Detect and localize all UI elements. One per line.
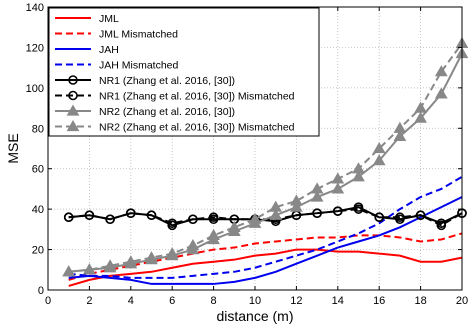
y-tick-label: 20 (32, 245, 44, 257)
data-point (207, 228, 220, 241)
data-point (352, 162, 365, 174)
legend-label: JML Mismatched (99, 29, 178, 41)
y-tick-label: 120 (26, 42, 44, 54)
data-point (414, 101, 427, 113)
series-layer (62, 36, 468, 287)
data-point (434, 65, 448, 77)
data-point (126, 208, 136, 218)
data-point (124, 255, 138, 267)
x-tick-label: 2 (86, 295, 92, 307)
ticks: 0 2 4 6 8 10 12 14 16 18 20 0 20 40 60 80 100 120 140 (26, 2, 468, 307)
data-point (186, 239, 200, 251)
y-tick-label: 140 (26, 2, 44, 14)
x-tick-label: 18 (414, 295, 426, 307)
legend-item: JML (55, 13, 119, 25)
series-1 (68, 248, 463, 287)
x-tick-label: 20 (456, 295, 468, 307)
data-point (312, 208, 322, 218)
x-tick-label: 14 (332, 295, 344, 307)
data-point (188, 214, 198, 225)
legend-item: NR1 (Zhang et al. 2016, [30]) Mismatched (55, 91, 295, 103)
data-point (227, 220, 241, 232)
data-point (62, 265, 76, 277)
data-point (353, 204, 364, 214)
x-tick-label: 4 (128, 295, 134, 307)
legend-item: NR2 (Zhang et al. 2016, [30]) Mismatched (55, 119, 295, 134)
data-point (165, 247, 179, 259)
data-point (84, 210, 95, 221)
x-axis-label: distance (m) (216, 308, 293, 324)
legend-item: NR2 (Zhang et al. 2016, [30]) (55, 104, 235, 118)
legend-item: JML Mismatched (55, 29, 178, 41)
series-6 (63, 204, 467, 231)
series-3 (68, 196, 463, 285)
data-point (393, 121, 407, 133)
data-point (167, 218, 177, 229)
data-point (374, 212, 385, 223)
x-tick-label: 8 (211, 295, 217, 307)
data-point (145, 251, 158, 263)
data-point (269, 208, 283, 220)
x-tick-label: 16 (373, 295, 385, 307)
data-point (208, 212, 219, 223)
data-point (372, 154, 386, 166)
data-point (372, 141, 386, 154)
legend-label: JML (99, 13, 119, 25)
data-point (290, 194, 303, 206)
x-tick-label: 12 (290, 295, 302, 307)
series-line (68, 196, 463, 285)
legend-label: NR1 (Zhang et al. 2016, [30]) (99, 75, 235, 87)
data-point (393, 129, 407, 141)
data-point (434, 87, 448, 99)
series-line (68, 248, 463, 287)
legend-label: NR2 (Zhang et al. 2016, [30]) Mismatched (99, 122, 295, 134)
data-point (332, 206, 343, 216)
data-point (331, 182, 345, 194)
legend-marker (66, 104, 80, 116)
legend-marker (68, 75, 78, 85)
data-point (105, 214, 115, 225)
y-tick-label: 60 (32, 164, 44, 176)
data-point (269, 200, 283, 212)
y-tick-label: 0 (38, 285, 44, 297)
data-point (436, 220, 447, 231)
legend-label: JAH (99, 44, 119, 56)
y-tick-label: 100 (26, 83, 44, 95)
data-point (414, 111, 427, 123)
legend: JML JML Mismatched JAH JAH Mismatched NR1 (Z… (48, 7, 320, 137)
data-point (352, 170, 365, 182)
data-point (395, 212, 405, 223)
y-axis-label: MSE (5, 133, 21, 163)
data-point (83, 263, 96, 275)
data-point (103, 259, 117, 271)
data-point (310, 190, 324, 202)
legend-item: JAH (55, 44, 119, 56)
y-tick-label: 40 (32, 204, 44, 216)
legend-label: JAH Mismatched (99, 60, 179, 72)
data-point (310, 182, 324, 194)
legend-item: JAH Mismatched (55, 60, 179, 72)
legend-box (48, 7, 320, 137)
legend-label: NR1 (Zhang et al. 2016, [30]) Mismatched (99, 91, 295, 103)
x-tick-label: 10 (249, 295, 261, 307)
data-point (63, 212, 74, 223)
data-point (146, 210, 157, 221)
data-point (290, 200, 303, 212)
x-tick-label: 6 (169, 295, 175, 307)
legend-marker (66, 119, 80, 132)
data-point (331, 172, 345, 184)
x-tick-label: 0 (45, 295, 51, 307)
y-tick-label: 80 (32, 123, 44, 135)
legend-label: NR2 (Zhang et al. 2016, [30]) (99, 106, 235, 118)
data-point (248, 212, 262, 224)
legend-item: NR1 (Zhang et al. 2016, [30]) (55, 75, 235, 87)
data-point (415, 210, 426, 221)
legend-marker (68, 90, 78, 101)
